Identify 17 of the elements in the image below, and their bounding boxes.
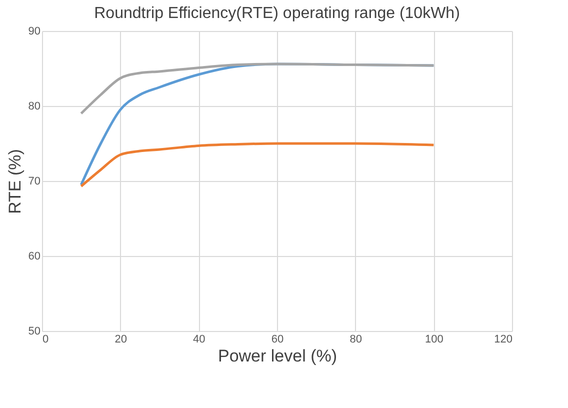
x-tick-label: 100 [424,334,444,346]
x-tick-label: 120 [494,334,512,346]
x-tick-label: 20 [114,334,127,346]
y-tick-label: 50 [28,326,40,338]
y-tick-label: 80 [28,100,40,112]
x-tick-label: 40 [193,334,206,346]
line-series [80,62,435,115]
x-tick-label: 80 [350,334,362,346]
y-tick-label: 60 [28,250,40,262]
y-axis-title: RTE (%) [5,149,24,214]
y-tick-label: 90 [28,26,40,38]
chart-title: Roundtrip Efficiency(RTE) operating range (10kWh) [94,5,460,22]
y-tick-label: 70 [28,176,40,188]
x-tick-label: 60 [271,334,284,346]
x-tick-label: 0 [42,334,49,346]
line-series [80,142,435,188]
x-axis-title: Power level (%) [218,346,338,366]
